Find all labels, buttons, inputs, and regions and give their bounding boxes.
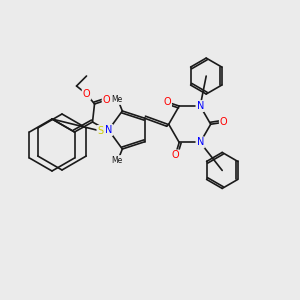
Text: Me: Me <box>112 155 123 164</box>
Text: S: S <box>98 126 103 136</box>
Text: O: O <box>103 95 110 105</box>
Text: N: N <box>196 101 204 111</box>
Text: Me: Me <box>112 95 123 104</box>
Text: O: O <box>164 97 171 107</box>
Text: O: O <box>220 117 227 127</box>
Text: N: N <box>196 137 204 147</box>
Text: O: O <box>171 150 179 161</box>
Text: N: N <box>105 125 112 135</box>
Text: O: O <box>83 89 90 99</box>
